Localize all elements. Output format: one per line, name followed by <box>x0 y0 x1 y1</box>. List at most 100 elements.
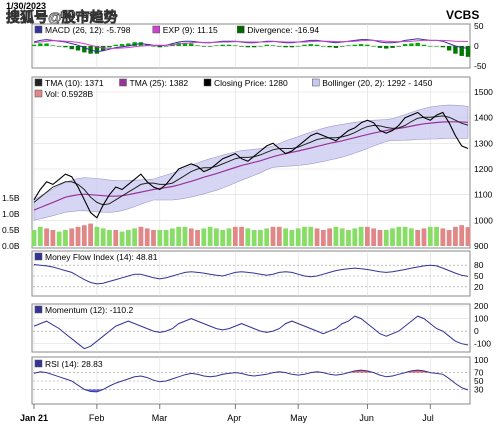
divergence-bar <box>415 42 420 46</box>
volume-bar <box>453 226 458 246</box>
volume-bar <box>163 230 169 246</box>
chart-kind: Daily chart <box>60 10 103 20</box>
divergence-bar <box>94 46 100 54</box>
mfi-tick-label: 80 <box>474 260 484 270</box>
volume-bar <box>132 228 138 246</box>
volume-bar <box>176 226 182 246</box>
price-legend-swatch <box>203 78 212 87</box>
volume-tick-label: 1.0B <box>2 209 20 219</box>
volume-bar <box>440 228 446 246</box>
volume-bar <box>207 226 213 246</box>
volume-bar <box>94 226 100 246</box>
divergence-bar <box>402 44 408 46</box>
volume-bar <box>352 228 358 246</box>
volume-bar <box>113 230 119 246</box>
volume-bar <box>358 226 364 246</box>
volume-bar <box>434 226 439 246</box>
volume-bar <box>283 228 288 246</box>
volume-bar <box>245 228 251 246</box>
tick-labels-layer: 500-501500140013001200110010009001.5B1.0… <box>2 21 493 394</box>
volume-bar <box>169 228 175 246</box>
divergence-bar <box>258 46 263 47</box>
series-lines-layer <box>33 38 469 393</box>
volume-bar <box>239 226 244 246</box>
volume-bar <box>258 230 263 246</box>
x-axis-label: Feb <box>89 413 105 423</box>
divergence-bar <box>119 44 125 46</box>
divergence-bar <box>352 44 357 46</box>
macd-tick-label: -50 <box>474 61 487 71</box>
divergence-bar <box>295 46 301 47</box>
momentum-legend-swatch <box>34 305 43 314</box>
volume-bar <box>364 226 370 246</box>
price-tick-label: 900 <box>474 241 488 251</box>
volume-bar <box>251 230 257 246</box>
volume-bar <box>157 230 163 246</box>
volume-bar <box>377 230 383 246</box>
divergence-bar <box>321 46 326 47</box>
ticker-symbol: VCBS <box>446 8 479 22</box>
price-legend-label: TMA (10): 1371 <box>45 78 104 88</box>
momentum-tick-label: -100 <box>474 339 491 349</box>
volume-bar <box>302 226 307 246</box>
macd-tick-label: 0 <box>474 41 479 51</box>
divergence-bar <box>233 45 238 46</box>
divergence-bar <box>214 45 219 46</box>
momentum-tick-label: 0 <box>474 326 479 336</box>
price-legend-swatch <box>34 78 43 87</box>
divergence-bar <box>308 44 313 46</box>
volume-bar <box>151 230 156 246</box>
divergence-bar <box>239 46 244 47</box>
volume-bar <box>459 225 465 246</box>
momentum-line <box>33 315 469 350</box>
tma25-line <box>33 121 469 211</box>
macd-line <box>33 38 469 53</box>
price-legend-swatch <box>119 78 127 87</box>
volume-bar <box>107 230 112 246</box>
rsi-line <box>33 369 469 393</box>
divergence-bar <box>163 46 169 47</box>
divergence-bar <box>56 46 62 47</box>
x-axis-label: Mar <box>152 413 168 423</box>
divergence-bar <box>340 46 345 47</box>
x-axis-label: Jan 21 <box>20 413 48 423</box>
rsi-tick-label: 70 <box>474 368 484 378</box>
volume-bar <box>214 228 219 246</box>
price-tick-label: 1300 <box>474 138 493 148</box>
price-legend-label: TMA (25): 1382 <box>130 78 189 88</box>
divergence-bar <box>145 44 150 46</box>
price-tick-label: 1200 <box>474 164 493 174</box>
divergence-bar <box>277 46 282 47</box>
volume-bar <box>226 228 232 246</box>
divergence-bar <box>453 46 458 54</box>
price-tick-label: 1000 <box>474 215 493 225</box>
volume-legend-label: Vol: 0.5928B <box>45 89 94 99</box>
macd-legend-label: EXP (9): 11.15 <box>163 25 218 35</box>
divergence-bar <box>226 44 232 46</box>
x-axis-label: Apr <box>227 413 241 423</box>
x-axis: Jan 21 Feb Mar Apr May Jun Jul <box>20 404 434 423</box>
divergence-bar <box>75 46 81 51</box>
closing-price-line <box>33 111 469 219</box>
divergence-bar <box>384 46 389 49</box>
price-tick-label: 1500 <box>474 87 493 97</box>
volume-bar <box>421 228 427 246</box>
divergence-bar <box>333 46 339 48</box>
volume-bar <box>415 230 421 246</box>
chart-subtitle: 1/30/2023 <box>6 1 46 11</box>
chart-header: 1/30/2023 Daily chart 搜狐号@股市趋势 VCBS <box>6 1 480 25</box>
x-axis-label: Jul <box>422 413 434 423</box>
rsi-legend-label: RSI (14): 28.83 <box>45 359 103 369</box>
volume-legend-swatch <box>34 89 43 98</box>
volume-bar <box>276 226 282 246</box>
divergence-bar <box>358 44 364 46</box>
divergence-bar <box>283 46 288 48</box>
divergence-bar <box>126 43 131 46</box>
rsi-legend-swatch <box>34 359 43 368</box>
macd-legend-swatch <box>152 25 160 34</box>
divergence-bar <box>421 44 427 46</box>
divergence-bar <box>365 44 370 46</box>
macd-legend-label: MACD (26, 12): -5.798 <box>45 25 131 35</box>
rsi-tick-label: 50 <box>474 376 484 386</box>
